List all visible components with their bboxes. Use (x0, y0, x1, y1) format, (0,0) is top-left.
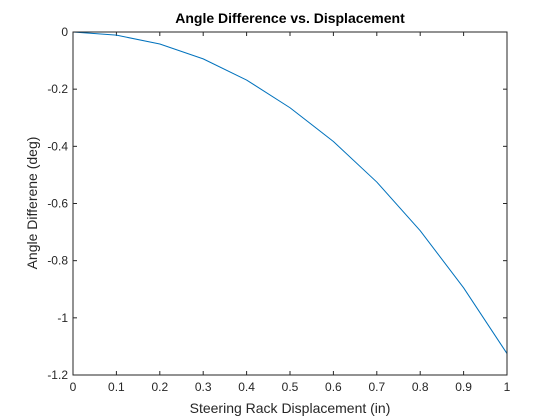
x-tick-label: 0 (70, 380, 77, 394)
x-tick-label: 0.7 (368, 380, 385, 394)
chart-title: Angle Difference vs. Displacement (175, 10, 405, 26)
x-tick-label: 0.2 (151, 380, 168, 394)
plot-area (73, 32, 507, 375)
x-tick-label: 0.3 (195, 380, 212, 394)
y-tick-label: -1.2 (47, 368, 68, 382)
y-tick-label: 0 (61, 25, 68, 39)
x-tick-label: 1 (504, 380, 511, 394)
x-tick-label: 0.8 (412, 380, 429, 394)
y-tick-label: -0.4 (47, 139, 68, 153)
x-tick-label: 0.6 (325, 380, 342, 394)
y-tick-label: -1 (57, 311, 68, 325)
y-tick-label: -0.8 (47, 254, 68, 268)
y-tick-label: -0.6 (47, 197, 68, 211)
x-tick-label: 0.4 (238, 380, 255, 394)
y-tick-label: -0.2 (47, 82, 68, 96)
x-tick-label: 0.5 (282, 380, 299, 394)
x-tick-label: 0.9 (455, 380, 472, 394)
x-tick-label: 0.1 (108, 380, 125, 394)
x-axis-label: Steering Rack Displacement (in) (190, 400, 391, 416)
y-axis-label: Angle Differene (deg) (24, 137, 40, 270)
